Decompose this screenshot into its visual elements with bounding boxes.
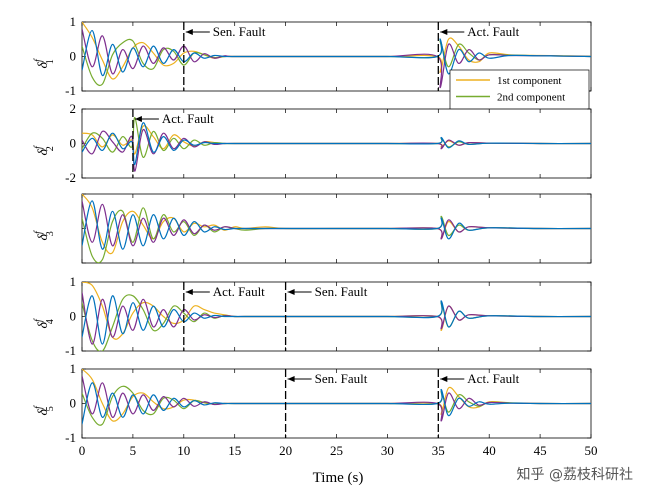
y-tick-label: -2 — [65, 170, 76, 185]
x-tick-label: 5 — [130, 443, 137, 458]
x-tick-label: 35 — [432, 443, 445, 458]
x-tick-label: 30 — [381, 443, 394, 458]
x-tick-label: 45 — [534, 443, 547, 458]
series-line-4 — [82, 295, 591, 345]
fault-arrowhead — [440, 376, 448, 382]
fault-label: Sen. Fault — [315, 371, 368, 386]
fault-arrowhead — [440, 29, 448, 35]
x-tick-label: 50 — [585, 443, 598, 458]
y-axis-label: δf1 — [33, 58, 56, 69]
legend-label-2: 2nd component — [497, 92, 565, 104]
fault-arrowhead — [287, 289, 295, 295]
panel-4: 1 0 -1 δf4 Act. Fault Sen. Fault — [33, 274, 592, 358]
y-axis-label: δf5 — [33, 405, 56, 416]
y-tick-label: 2 — [70, 101, 77, 116]
y-tick-label: 0 — [70, 136, 77, 151]
x-tick-label: 20 — [279, 443, 292, 458]
x-tick-label: 0 — [79, 443, 86, 458]
series-lines — [82, 369, 591, 426]
y-tick-label: -1 — [65, 343, 76, 358]
panel-3: δf3 — [33, 193, 592, 264]
y-tick-label: 1 — [70, 14, 77, 29]
x-tick-label: 40 — [483, 443, 496, 458]
series-line-4 — [82, 200, 591, 250]
fault-arrowhead — [134, 116, 142, 122]
series-lines — [82, 282, 591, 351]
fault-label: Act. Fault — [467, 371, 519, 386]
watermark: 知乎 @荔枝科研社 — [517, 466, 633, 483]
series-line-4 — [82, 122, 591, 165]
y-tick-label: 1 — [70, 274, 77, 289]
series-line-1 — [82, 194, 591, 255]
x-axis: 0 5 10 15 20 25 30 35 40 45 50 — [79, 443, 598, 458]
series-line-4 — [82, 29, 591, 77]
series-line-4 — [82, 382, 591, 425]
panel-5: 1 0 -1 δf5 Sen. Fault Act. Fault — [33, 361, 592, 445]
fault-label: Act. Fault — [162, 111, 214, 126]
y-tick-label: 1 — [70, 361, 77, 376]
series-line-3 — [82, 292, 591, 345]
y-axis-label: δf2 — [33, 145, 56, 156]
fault-arrowhead — [185, 29, 193, 35]
series-lines — [82, 116, 591, 172]
y-axis-label: δf3 — [33, 230, 56, 241]
series-line-3 — [82, 200, 591, 247]
fault-arrowhead — [287, 376, 295, 382]
y-tick-label: 0 — [70, 309, 77, 324]
fault-label: Act. Fault — [213, 284, 265, 299]
x-tick-label: 25 — [330, 443, 343, 458]
y-tick-label: 0 — [70, 49, 77, 64]
fault-label: Act. Fault — [467, 24, 519, 39]
fault-label: Sen. Fault — [315, 284, 368, 299]
fault-label: Sen. Fault — [213, 24, 266, 39]
y-tick-label: -1 — [65, 430, 76, 445]
series-lines — [82, 22, 591, 89]
legend-label-1: 1st component — [497, 75, 561, 87]
y-tick-label: 0 — [70, 396, 77, 411]
panels: 1 0 -1 δf1 Sen. Fault Act. Fault 1st component… — [33, 14, 592, 445]
panel-2: 2 0 -2 δf2 Act. Fault — [33, 101, 592, 185]
fault-arrowhead — [185, 289, 193, 295]
y-tick-label: -1 — [65, 83, 76, 98]
series-lines — [82, 194, 591, 263]
x-tick-label: 15 — [228, 443, 241, 458]
x-axis-label: Time (s) — [313, 470, 364, 486]
y-axis-label: δf4 — [33, 318, 56, 329]
x-tick-label: 10 — [177, 443, 190, 458]
